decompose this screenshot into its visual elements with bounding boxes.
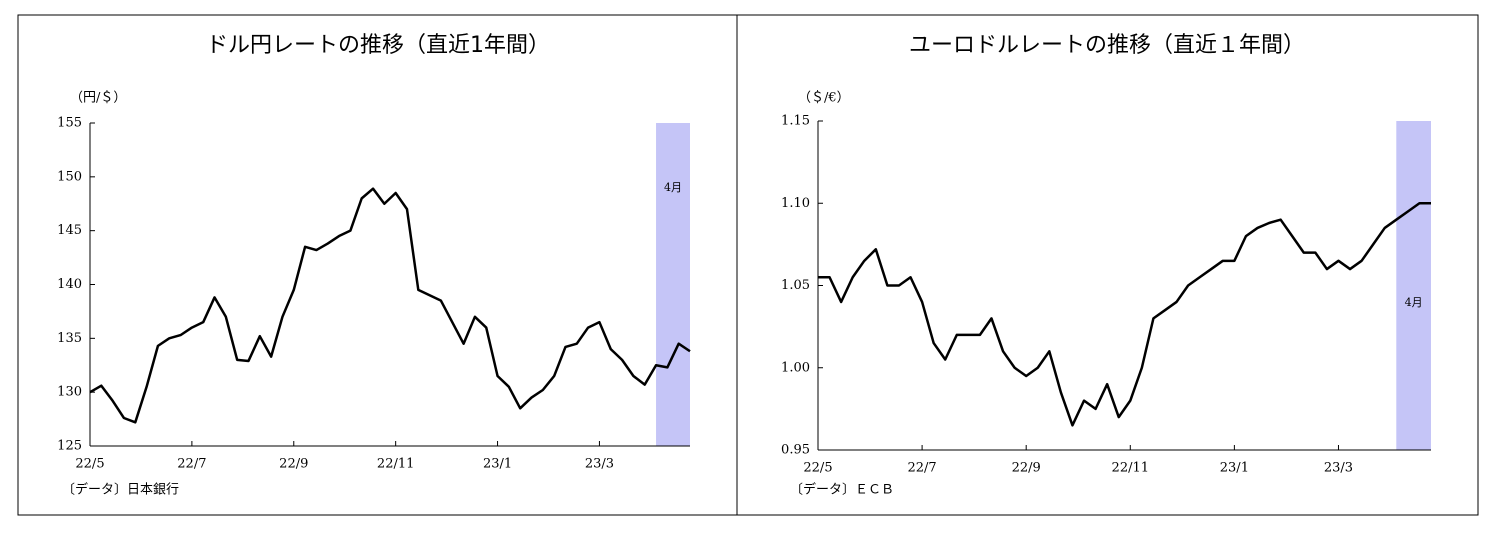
chart-title: ユーロドルレートの推移（直近１年間） <box>909 33 1305 58</box>
line <box>89 187 691 424</box>
y-axis-label: （円/＄） <box>70 91 126 106</box>
frame <box>17 14 1479 516</box>
x-tick-label: 23/1 <box>1220 461 1249 476</box>
source: 〔データ〕日本銀行 <box>62 482 179 498</box>
highlight <box>1396 121 1431 450</box>
y-tick-label: 1.00 <box>781 360 810 375</box>
highlight <box>656 123 690 446</box>
source: 〔データ〕ＥＣＢ <box>790 482 894 498</box>
y-tick-label: 125 <box>57 439 82 454</box>
y-tick-label: 135 <box>57 331 82 346</box>
y-tick-label: 1.15 <box>781 114 810 129</box>
chart-title: ドル円レートの推移（直近1年間） <box>206 33 550 58</box>
x-tick-label: 22/11 <box>377 457 414 472</box>
y-tick-label: 0.95 <box>781 443 810 458</box>
highlight-label: 4月 <box>1405 296 1423 309</box>
x-tick-label: 23/3 <box>585 457 614 472</box>
y-tick-label: 140 <box>57 277 82 292</box>
x-tick-label: 23/3 <box>1324 461 1353 476</box>
y-tick-label: 1.10 <box>781 196 810 211</box>
y-tick-label: 150 <box>57 169 82 184</box>
y-tick-label: 130 <box>57 385 82 400</box>
highlight-label: 4月 <box>664 181 682 194</box>
y-tick-label: 155 <box>57 116 82 131</box>
y-axis-label: （＄/€） <box>798 91 850 106</box>
x-tick-label: 22/5 <box>75 457 104 472</box>
x-tick-label: 22/11 <box>1112 461 1149 476</box>
line <box>818 202 1431 427</box>
x-tick-label: 22/5 <box>803 461 832 476</box>
x-tick-label: 23/1 <box>483 457 512 472</box>
x-tick-label: 22/7 <box>907 461 936 476</box>
y-tick-label: 145 <box>57 223 82 238</box>
x-tick-label: 22/7 <box>177 457 206 472</box>
x-tick-label: 22/9 <box>279 457 308 472</box>
x-tick-label: 22/9 <box>1012 461 1041 476</box>
y-tick-label: 1.05 <box>781 278 810 293</box>
